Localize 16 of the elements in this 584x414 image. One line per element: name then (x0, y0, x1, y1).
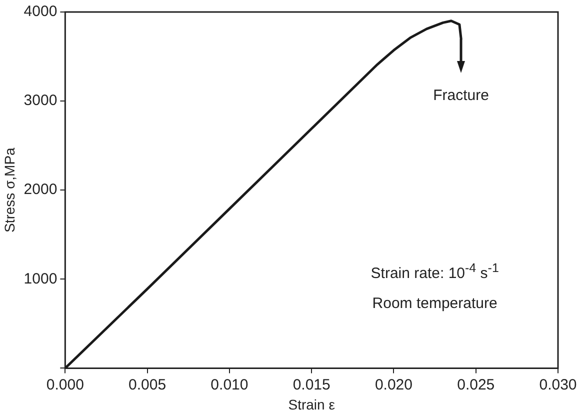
x-tick-label: 0.005 (128, 376, 166, 394)
x-tick-label: 0.030 (539, 376, 577, 394)
annotation: Room temperature (372, 295, 498, 312)
annotation: Fracture (433, 86, 489, 104)
x-tick-label: 0.020 (374, 376, 412, 394)
x-tick-label: 0.025 (457, 376, 495, 394)
x-tick-label: 0.010 (210, 376, 248, 394)
y-axis-title: Stress σ,MPa (1, 147, 18, 233)
y-tick-label: 3000 (24, 92, 58, 110)
annotation: Strain rate: 10$^{-4}$ s$^{-1}$ (370, 261, 499, 282)
x-axis-title: Strain ε (288, 396, 335, 412)
y-tick-label: 4000 (24, 3, 58, 20)
y-tick-label: 2000 (24, 181, 58, 198)
y-tick-label: 1000 (24, 270, 58, 288)
x-tick-label: 0.000 (46, 376, 84, 394)
x-tick-label: 0.015 (292, 376, 330, 394)
